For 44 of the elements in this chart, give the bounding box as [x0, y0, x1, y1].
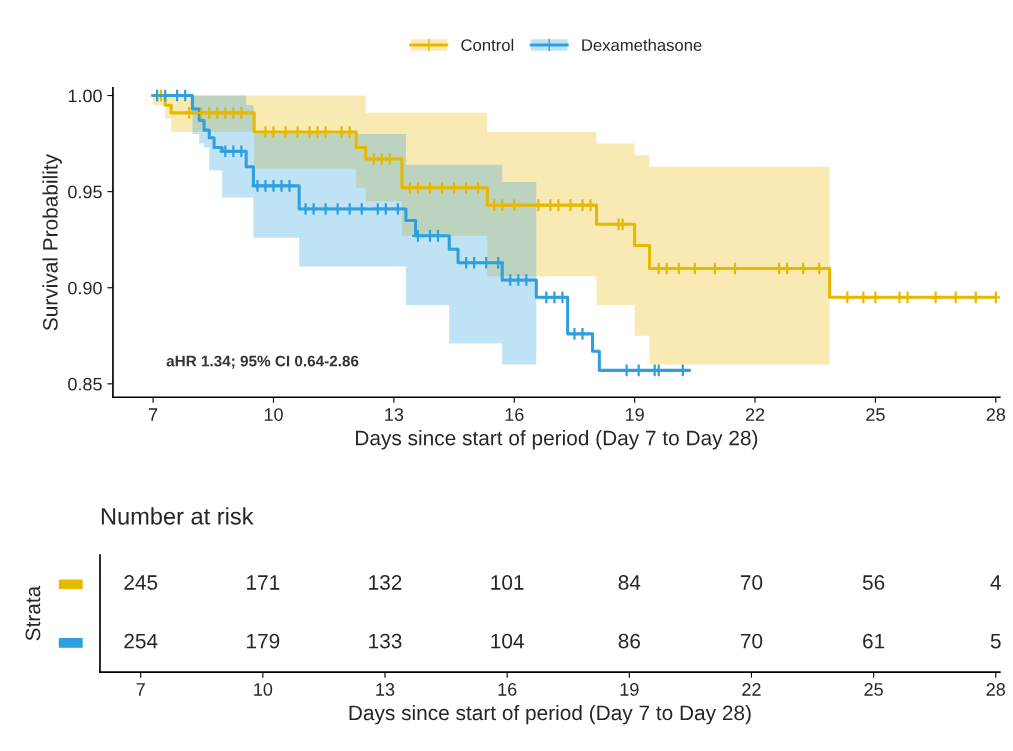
x-tick-label: 22 [745, 408, 765, 421]
x-axis-title: Days since start of period (Day 7 to Day 28) [349, 704, 751, 725]
x-tick-label: 7 [136, 683, 145, 696]
y-tick-label: 0.90 [68, 281, 102, 295]
chart-title: Number at risk [101, 507, 254, 525]
data-label: 104 [491, 633, 524, 649]
legend-label: Control [461, 38, 514, 52]
data-label: 61 [863, 633, 885, 649]
x-axis-title: Days since start of period (Day 7 to Day 28) [356, 430, 758, 450]
x-tick-label: 25 [866, 408, 885, 421]
x-tick-label: 16 [505, 408, 524, 421]
data-label: 84 [618, 575, 641, 590]
x-tick-label: 25 [864, 683, 883, 696]
y-tick-label: 0.95 [68, 185, 102, 199]
data-label: 86 [618, 633, 640, 649]
y-tick-label: 0.85 [68, 377, 102, 391]
x-tick-label: 7 [148, 408, 158, 421]
data-label: 245 [124, 575, 158, 590]
x-tick-label: 16 [498, 683, 517, 696]
x-tick-label: 19 [620, 683, 639, 696]
legend-label: Dexamethasone [582, 38, 702, 52]
x-tick-label: 22 [742, 683, 761, 696]
x-tick-label: 13 [385, 408, 404, 421]
data-label: 171 [247, 575, 280, 590]
data-label: 101 [491, 575, 524, 590]
data-label: 70 [740, 633, 763, 649]
data-label: 254 [124, 633, 158, 649]
x-tick-label: 28 [986, 683, 1006, 696]
x-tick-label: 10 [254, 683, 273, 696]
y-tick-label: 1.00 [68, 89, 102, 103]
data-label: 5 [990, 633, 1001, 649]
x-tick-label: 28 [986, 408, 1006, 421]
y-axis-title: Strata [25, 585, 41, 641]
data-label: 133 [369, 633, 402, 649]
y-axis-title: Survival Probability [42, 154, 62, 331]
annotation: aHR 1.34; 95% CI 0.64-2.86 [166, 355, 359, 369]
data-label: 56 [862, 575, 885, 590]
x-tick-label: 19 [625, 408, 644, 421]
data-label: 179 [247, 633, 280, 649]
data-label: 132 [369, 575, 402, 590]
x-tick-label: 13 [376, 683, 395, 696]
data-label: 70 [740, 575, 763, 590]
x-tick-label: 10 [264, 408, 283, 421]
data-label: 4 [990, 575, 1001, 590]
